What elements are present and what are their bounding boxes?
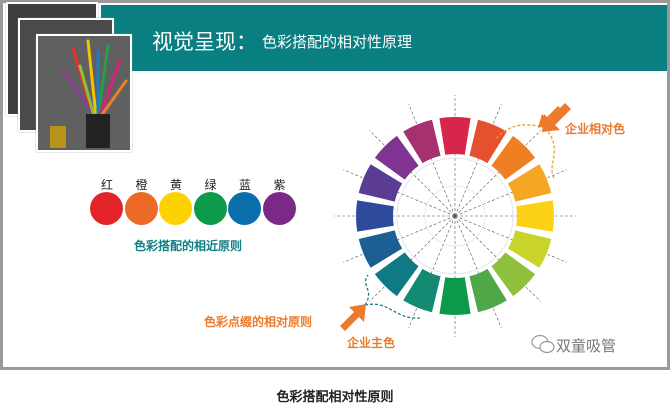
accent-principle-label: 色彩点缀的相对原则 <box>204 315 313 329</box>
wheel-segment <box>491 135 536 180</box>
main-color-label: 企业主色 <box>347 336 396 350</box>
wheel-segment <box>358 230 403 268</box>
caption: 色彩搭配相对性原则 <box>276 390 394 405</box>
relative-color-label: 企业相对色 <box>565 122 626 136</box>
inner-ring <box>396 157 514 275</box>
near-principle-label: 色彩搭配的相近原则 <box>134 239 243 253</box>
hue-label: 紫 <box>273 178 286 192</box>
wheel-segment <box>507 230 552 268</box>
straws-image <box>38 36 130 150</box>
watermark: 双童吸管 <box>556 337 617 355</box>
wheel-guide-line <box>454 215 502 328</box>
arrow-icon <box>542 103 571 132</box>
wheel-segment <box>403 268 441 313</box>
hue-dot <box>193 192 227 225</box>
hue-dot <box>228 192 261 225</box>
arrow-icon <box>340 304 366 331</box>
wheel-guide-line <box>369 130 456 217</box>
wheel-segment <box>516 200 554 232</box>
wheel-segment <box>507 164 552 202</box>
photo-straws <box>36 34 132 152</box>
wheel-guide-line <box>454 104 502 217</box>
header-bar <box>101 5 667 71</box>
hue-label: 蓝 <box>238 178 251 192</box>
wheel-segment <box>439 277 471 315</box>
wheel-segment <box>403 119 441 164</box>
wheel-segment <box>358 164 403 202</box>
wheel-guide-line <box>454 215 541 302</box>
wheel-segment <box>355 200 394 232</box>
wheel-segment <box>469 119 507 164</box>
wheel-guide-line <box>454 215 567 263</box>
wheel-guide-line <box>454 130 541 217</box>
hue-label: 绿 <box>204 178 217 192</box>
slide-title: 视觉呈现： <box>152 30 257 54</box>
hue-label: 橙 <box>135 178 148 192</box>
wheel-segment <box>491 252 536 297</box>
wheel-guide-line <box>408 104 456 217</box>
wheel-guide-line <box>454 169 567 217</box>
hue-dot <box>124 192 158 225</box>
wheel-segment <box>374 252 419 297</box>
wheel-guide-line <box>369 215 456 302</box>
hue-label: 红 <box>100 178 113 192</box>
hue-dot <box>262 192 296 225</box>
hue-dot <box>90 192 123 225</box>
wheel-guide-line <box>343 169 456 217</box>
wheel-guide-line <box>408 215 456 328</box>
wheel-guide-line <box>343 215 456 263</box>
hue-label: 黄 <box>169 178 182 192</box>
wheel-segment <box>374 135 419 180</box>
main-color-connector <box>364 274 421 319</box>
slide <box>0 0 670 370</box>
wheel-segment <box>439 116 471 155</box>
inner-ring <box>424 185 486 247</box>
hue-dot <box>159 192 192 225</box>
wheel-segment <box>469 268 507 313</box>
slide-subtitle: 色彩搭配的相对性原理 <box>262 33 413 51</box>
wechat-icon <box>531 334 555 354</box>
